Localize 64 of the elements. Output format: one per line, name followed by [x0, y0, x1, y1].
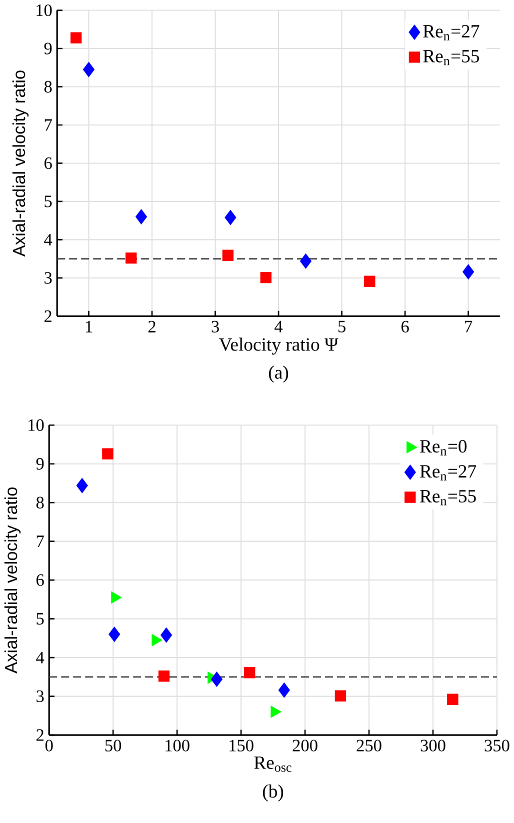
x-tick-label: 4 [274, 320, 282, 332]
point [125, 252, 137, 264]
point [70, 32, 82, 44]
x-tick-label: 2 [148, 320, 156, 332]
point [222, 250, 234, 261]
y-axis-title: Axial-radial velocity ratio [12, 70, 28, 257]
y-axis-title: Axial-radial velocity ratio [4, 487, 20, 674]
text: (a) [268, 366, 288, 383]
y-tick-label: 3 [36, 690, 44, 702]
y-tick-label: 4 [36, 652, 44, 664]
legend-label: Re$_{n}$=27 [422, 25, 480, 40]
point [364, 276, 376, 287]
x-tick-label: 0 [45, 740, 53, 752]
x-axis-title: Re$_{osc}$ [254, 756, 292, 772]
y-tick-label: 9 [36, 458, 44, 470]
y-tick-label: 8 [36, 496, 44, 508]
point [102, 448, 114, 460]
y-tick-label: 9 [44, 42, 52, 54]
y-tick-label: 5 [44, 196, 52, 208]
y-tick-label: 7 [44, 119, 52, 131]
point [108, 626, 120, 642]
x-tick-label: 3 [212, 320, 219, 333]
point [82, 62, 94, 78]
legend-label: Re$_{n}$=55 [420, 490, 476, 506]
point [210, 672, 222, 687]
point [158, 670, 170, 682]
x-tick-label: 200 [292, 740, 318, 752]
legend-label: Re$_{n}$=27 [420, 465, 476, 480]
point [76, 478, 88, 494]
x-tick-label: 5 [338, 320, 346, 332]
y-tick-label: 4 [44, 234, 52, 246]
y-tick-label: 2 [36, 729, 44, 741]
x-tick-label: 50 [105, 740, 121, 752]
point [244, 667, 256, 678]
y-tick-label: 6 [44, 157, 52, 170]
x-axis-title: Velocity ratio Ψ [218, 338, 338, 355]
y-tick-label: 8 [44, 80, 52, 93]
y-tick-label: 7 [36, 536, 44, 548]
y-tick-label: 5 [36, 613, 44, 625]
text: (b) [262, 784, 283, 802]
x-tick-label: 150 [229, 740, 254, 752]
x-tick-label: 7 [464, 320, 472, 332]
legend-label: Re$_{n}$=0 [420, 440, 466, 456]
point [224, 210, 236, 226]
point [278, 682, 290, 698]
point [135, 209, 147, 224]
x-tick-label: 300 [420, 740, 446, 752]
y-tick-label: 10 [36, 4, 52, 16]
y-tick-label: 10 [28, 419, 44, 431]
x-tick-label: 350 [484, 740, 510, 752]
y-tick-label: 3 [44, 272, 52, 284]
x-tick-label: 6 [401, 320, 409, 333]
point [446, 694, 458, 705]
point [334, 690, 346, 702]
point [260, 272, 272, 284]
point [462, 264, 474, 280]
legend-label: Re$_{n}$=55 [422, 50, 479, 66]
x-tick-label: 250 [356, 740, 382, 752]
x-tick-label: 100 [165, 740, 190, 752]
x-tick-label: 1 [86, 320, 92, 332]
y-tick-label: 2 [44, 310, 52, 322]
y-tick-label: 6 [36, 574, 44, 586]
point [160, 627, 172, 643]
point [300, 254, 312, 269]
